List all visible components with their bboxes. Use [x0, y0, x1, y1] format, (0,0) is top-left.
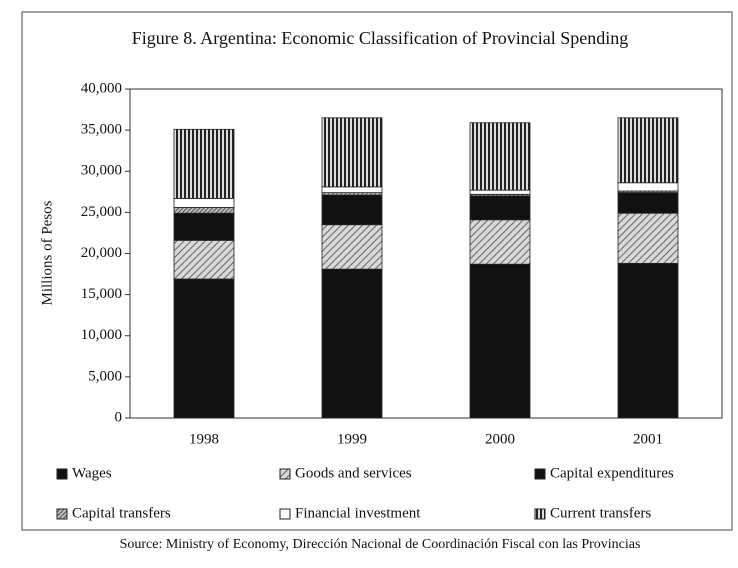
bar-segment	[321, 117, 383, 188]
x-tick-label: 2000	[485, 431, 515, 447]
y-tick-label: 0	[115, 409, 123, 425]
legend-label: Financial investment	[295, 505, 421, 521]
bar-segment	[617, 182, 679, 192]
y-tick-label: 5,000	[88, 368, 122, 384]
legend-label: Capital expenditures	[550, 465, 674, 481]
y-axis-label: Millions of Pesos	[39, 200, 55, 305]
chart-title: Figure 8. Argentina: Economic Classifica…	[132, 28, 629, 48]
y-tick-label: 35,000	[81, 122, 122, 138]
bar-segment	[617, 212, 679, 264]
bar-segment	[469, 195, 531, 221]
frame	[21, 11, 733, 531]
bar-segment	[617, 192, 679, 214]
bar-segment	[321, 224, 383, 270]
legend-swatch	[534, 468, 546, 480]
y-tick-label: 20,000	[81, 245, 122, 261]
y-tick-label: 40,000	[81, 80, 122, 96]
legend-swatch	[56, 468, 68, 480]
bar-segment	[617, 117, 679, 184]
y-tick-label: 15,000	[81, 286, 122, 302]
bar-segment	[173, 239, 235, 280]
y-tick-label: 10,000	[81, 327, 122, 343]
bar-segment	[321, 268, 383, 419]
y-tick-label: 30,000	[81, 163, 122, 179]
bar-segment	[469, 219, 531, 265]
x-tick-label: 2001	[633, 431, 663, 447]
y-tick-label: 25,000	[81, 204, 122, 220]
legend-swatch	[279, 508, 291, 520]
bar-segment	[173, 197, 235, 208]
x-tick-label: 1999	[337, 431, 367, 447]
bar-segment	[469, 189, 531, 195]
source: Source: Ministry of Economy, Dirección N…	[120, 537, 641, 552]
bar-segment	[469, 122, 531, 191]
legend-swatch	[279, 468, 291, 480]
legend-swatch	[56, 508, 68, 520]
bar-segment	[173, 278, 235, 419]
legend-label: Capital transfers	[72, 505, 171, 521]
bar-segment	[173, 128, 235, 199]
x-tick-label: 1998	[189, 431, 219, 447]
bar-segment	[173, 207, 235, 214]
legend-swatch	[534, 508, 546, 520]
legend-label: Goods and services	[295, 465, 412, 481]
legend-label: Wages	[72, 465, 112, 481]
bar-segment	[469, 263, 531, 419]
bar-segment	[173, 212, 235, 241]
bar-segment	[617, 262, 679, 419]
bar-segment	[321, 194, 383, 226]
legend-label: Current transfers	[550, 505, 651, 521]
bar-segment	[321, 186, 383, 194]
